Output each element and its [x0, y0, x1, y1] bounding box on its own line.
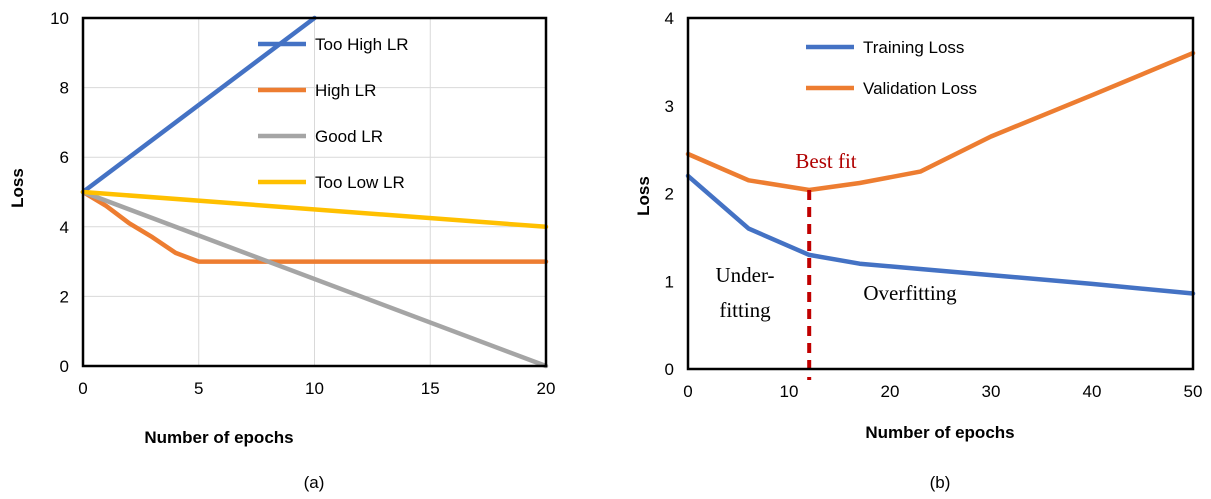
x-tick-label: 10 — [305, 379, 324, 398]
legend-entry: Validation Loss — [863, 79, 977, 98]
chart-b: 0 10 20 30 40 50 0 1 2 3 4 Training Loss Validatio… — [634, 9, 1202, 492]
series-line-high-lr — [80, 189, 549, 264]
overfitting-label: Overfitting — [863, 281, 957, 305]
y-tick-label: 3 — [665, 97, 674, 116]
x-tick-label: 20 — [537, 379, 556, 398]
chart-a-y-axis-title: Loss — [8, 168, 27, 208]
x-tick-label: 30 — [982, 382, 1001, 401]
chart-a-x-tick-labels: 0 5 10 15 20 — [78, 379, 555, 398]
underfitting-label-line1: Under- — [715, 263, 774, 287]
series-line-training-loss — [685, 173, 1196, 296]
chart-b-series-lines — [685, 50, 1196, 296]
y-tick-label: 8 — [60, 79, 69, 98]
chart-a-x-axis-title: Number of epochs — [144, 428, 293, 447]
chart-b-x-axis-title: Number of epochs — [865, 423, 1014, 442]
chart-b-legend: Training Loss Validation Loss — [806, 38, 977, 98]
x-tick-label: 5 — [194, 379, 203, 398]
chart-b-x-tick-labels: 0 10 20 30 40 50 — [683, 382, 1202, 401]
chart-a-gridlines — [82, 17, 547, 367]
chart-b-y-tick-labels: 0 1 2 3 4 — [665, 9, 674, 379]
y-tick-label: 2 — [665, 185, 674, 204]
y-tick-label: 4 — [60, 218, 69, 237]
series-line-validation-loss — [685, 50, 1196, 193]
chart-a: 0 5 10 15 20 0 2 4 6 8 10 Too High LR High LR Good … — [8, 9, 555, 492]
legend-entry: Too High LR — [315, 35, 409, 54]
chart-a-plot-frame — [81, 16, 548, 368]
series-line-too-high-lr — [80, 15, 317, 195]
legend-entry: Too Low LR — [315, 173, 405, 192]
chart-a-y-tick-labels: 0 2 4 6 8 10 — [50, 9, 69, 376]
y-tick-label: 2 — [60, 287, 69, 306]
chart-b-caption: (b) — [930, 473, 951, 492]
x-tick-label: 10 — [780, 382, 799, 401]
x-tick-label: 0 — [78, 379, 87, 398]
chart-a-legend: Too High LR High LR Good LR Too Low LR — [258, 35, 409, 192]
x-tick-label: 40 — [1083, 382, 1102, 401]
legend-entry: Good LR — [315, 127, 383, 146]
y-tick-label: 4 — [665, 9, 674, 28]
series-line-good-lr — [80, 189, 549, 369]
x-tick-label: 0 — [683, 382, 692, 401]
legend-entry: High LR — [315, 81, 376, 100]
x-tick-label: 20 — [881, 382, 900, 401]
chart-b-plot-frame — [686, 16, 1195, 371]
series-line-too-low-lr — [80, 189, 549, 230]
best-fit-label: Best fit — [795, 149, 856, 173]
y-tick-label: 0 — [665, 360, 674, 379]
y-tick-label: 1 — [665, 272, 674, 291]
x-tick-label: 15 — [421, 379, 440, 398]
y-tick-label: 6 — [60, 148, 69, 167]
y-tick-label: 10 — [50, 9, 69, 28]
chart-a-series-lines — [80, 15, 549, 369]
chart-a-caption: (a) — [304, 473, 325, 492]
x-tick-label: 50 — [1184, 382, 1203, 401]
y-tick-label: 0 — [60, 357, 69, 376]
chart-b-y-axis-title: Loss — [634, 176, 653, 216]
legend-entry: Training Loss — [863, 38, 964, 57]
underfitting-label-line2: fitting — [719, 298, 771, 322]
